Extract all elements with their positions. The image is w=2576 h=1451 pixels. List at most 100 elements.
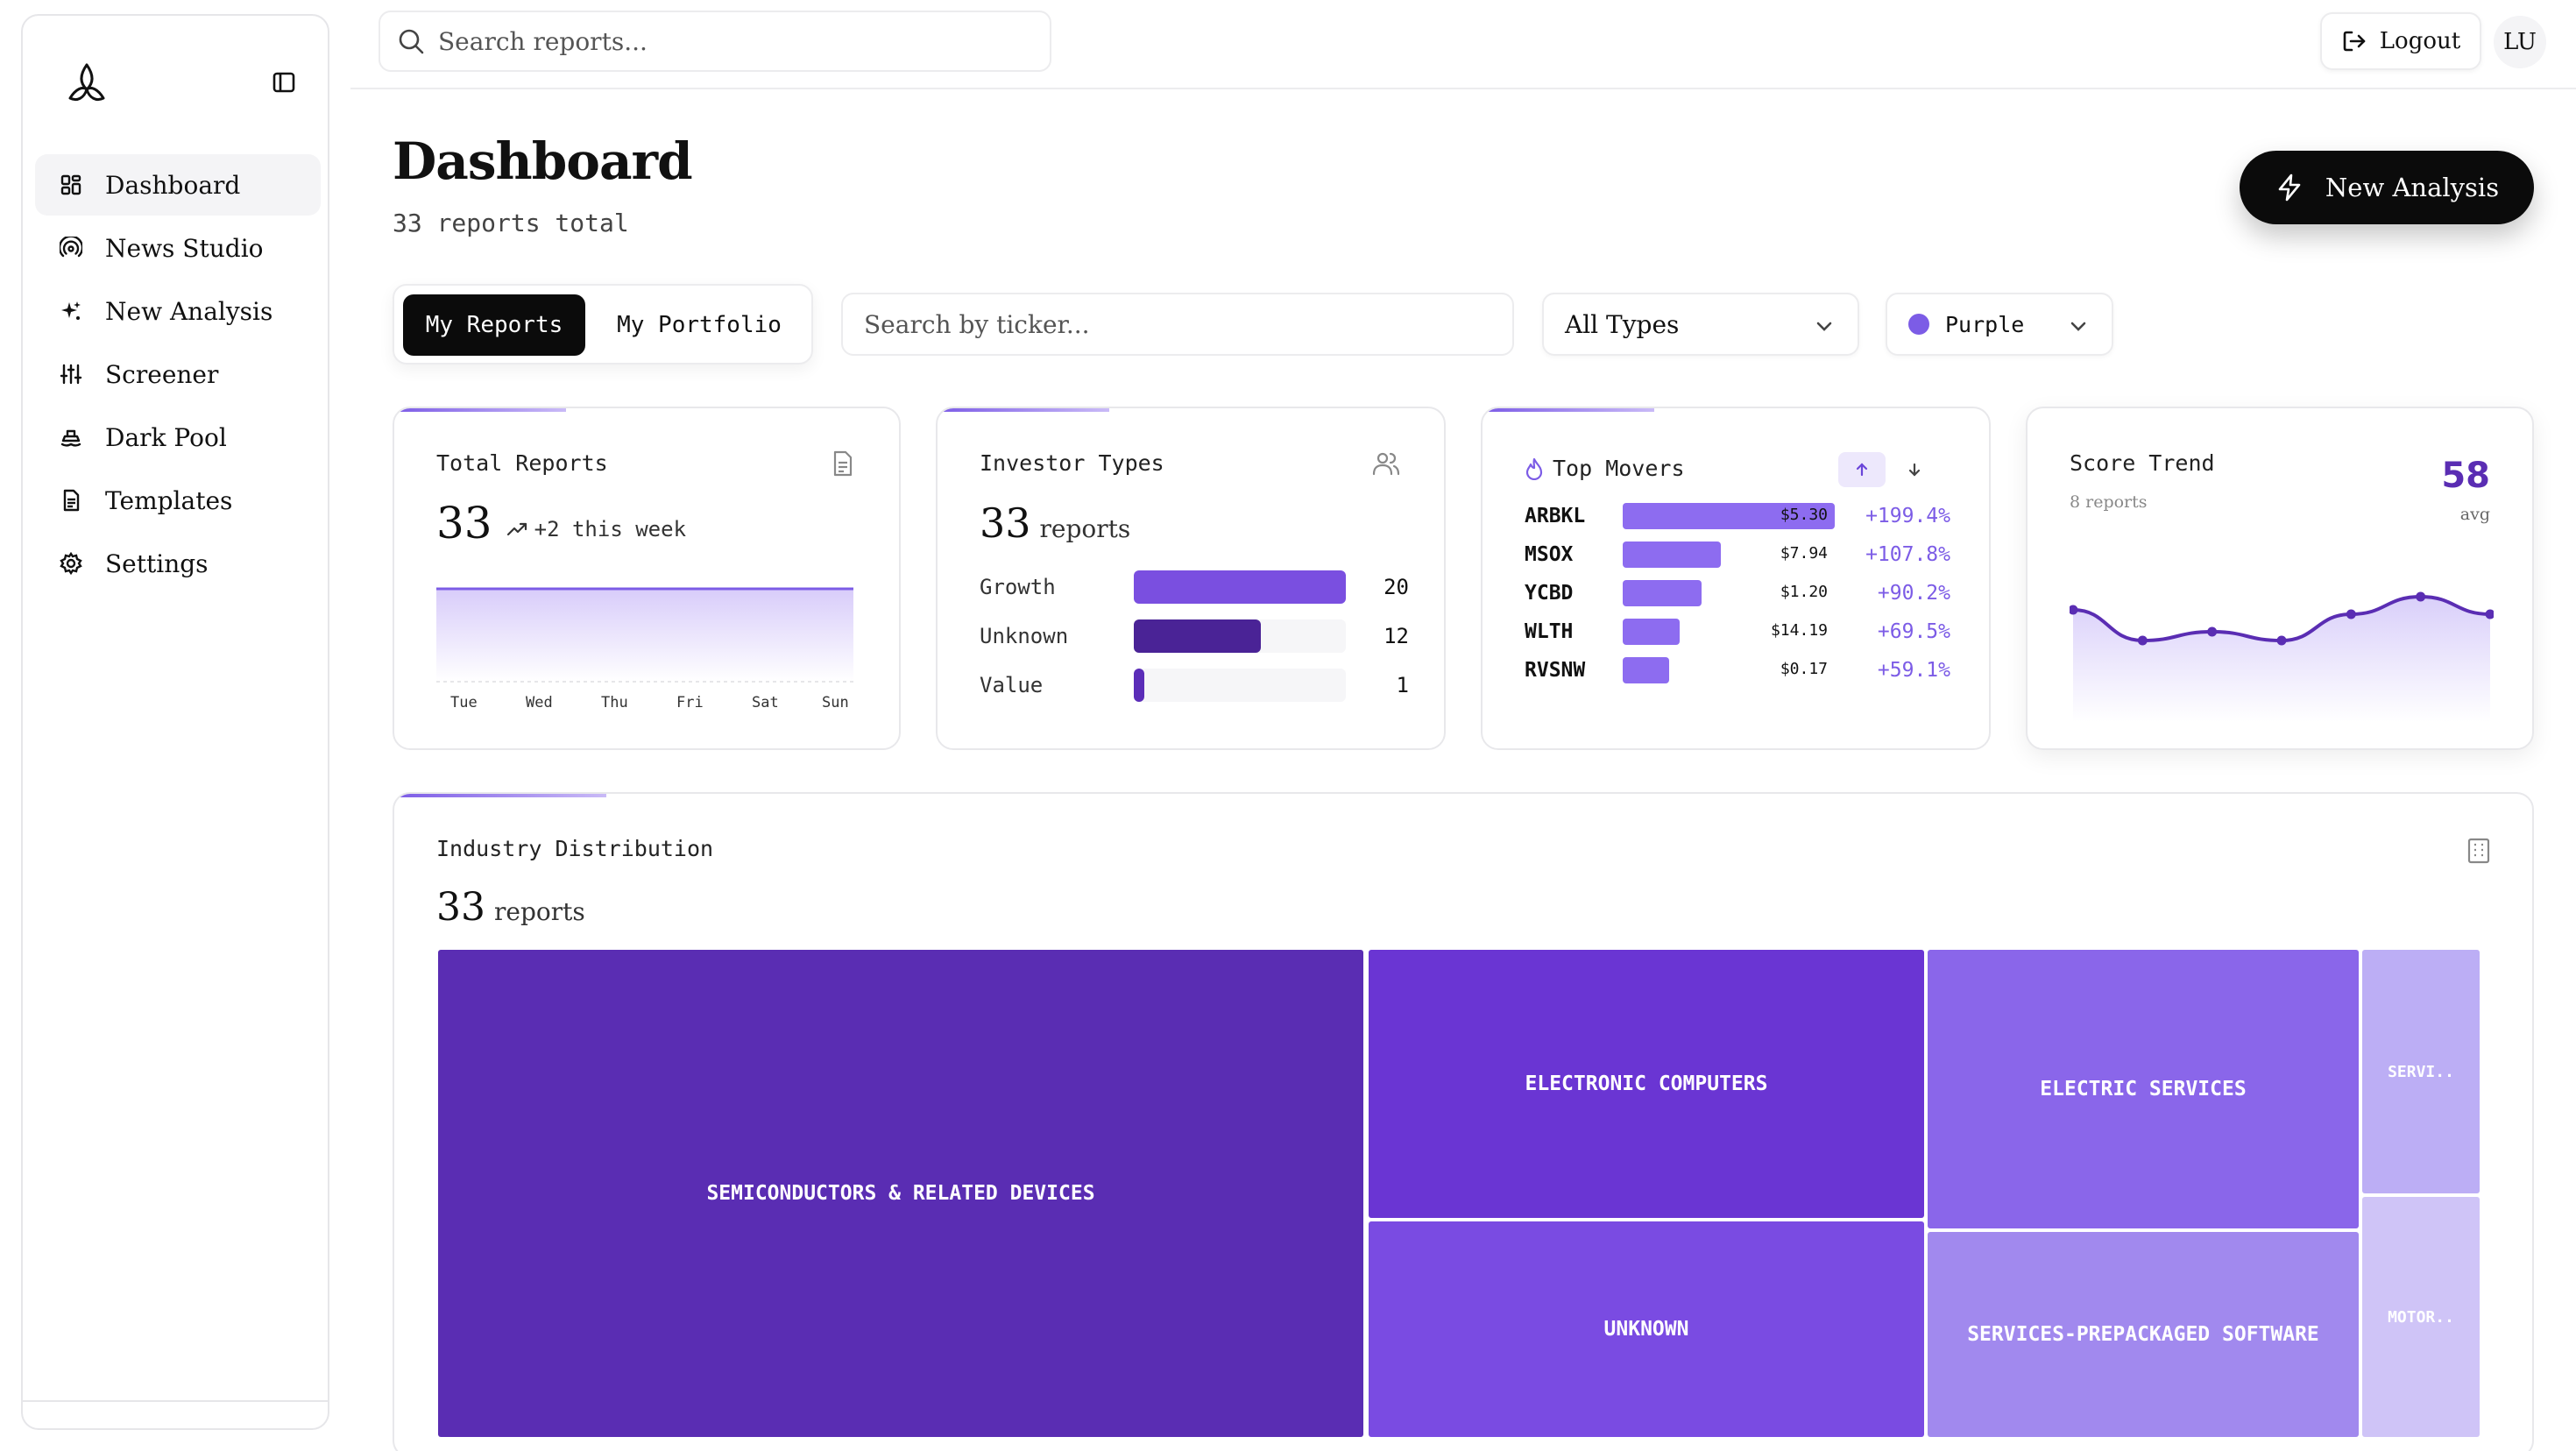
sidebar-toggle-icon[interactable] (270, 68, 298, 96)
investor-types-card[interactable]: Investor Types 33 reports Growth 20 Unkn… (936, 407, 1446, 750)
mover-bar-track: $7.94 (1623, 541, 1835, 568)
score-trend-card[interactable]: Score Trend 8 reports 58 avg (2026, 407, 2534, 750)
chevron-down-icon (2070, 322, 2086, 331)
score-trend-point[interactable] (2070, 605, 2078, 615)
investor-type-track (1134, 570, 1346, 604)
avatar[interactable]: LU (2494, 16, 2546, 68)
investor-type-name: Value (980, 673, 1044, 697)
radio-icon (58, 235, 84, 261)
score-trend-subtitle: 8 reports (2070, 492, 2148, 512)
sidebar-nav: Dashboard News Studio New Analysis Scree… (35, 154, 321, 596)
score-trend-point[interactable] (2485, 609, 2495, 619)
score-trend-value-label: avg (2459, 505, 2490, 524)
investor-type-row: Unknown 12 (980, 619, 1409, 654)
sparkles-icon (58, 298, 84, 324)
mover-price: $0.17 (1780, 660, 1828, 678)
flame-icon (1525, 457, 1543, 480)
mover-row[interactable]: YCBD $1.20 +90.2% (1525, 578, 1950, 608)
treemap-tile[interactable]: ELECTRONIC COMPUTERS (1369, 950, 1924, 1218)
investor-type-name: Unknown (980, 624, 1069, 648)
treemap-tile-label: ELECTRONIC COMPUTERS (1525, 1072, 1768, 1095)
total-reports-delta: +2 this week (534, 517, 687, 541)
investor-type-bar (1134, 619, 1262, 653)
card-accent (938, 408, 1109, 412)
sort-ascending-button[interactable] (1838, 452, 1886, 487)
sidebar-item-screener[interactable]: Screener (35, 343, 321, 405)
treemap-tile-label: SERVICES-PREPACKAGED SOFTWARE (1967, 1323, 2319, 1346)
investor-type-bar (1134, 669, 1145, 702)
day-label: Sun (822, 694, 849, 711)
card-title: Total Reports (436, 450, 608, 476)
sidebar-item-dashboard[interactable]: Dashboard (35, 154, 321, 216)
sidebar-item-label: News Studio (105, 233, 264, 263)
sidebar-item-news-studio[interactable]: News Studio (35, 217, 321, 279)
score-trend-point[interactable] (2416, 591, 2426, 602)
mover-row[interactable]: MSOX $7.94 +107.8% (1525, 540, 1950, 570)
color-select[interactable]: Purple (1886, 293, 2113, 356)
sliders-icon (58, 361, 84, 387)
mover-ticker: RVSNW (1525, 659, 1586, 682)
score-trend-point[interactable] (2207, 626, 2218, 637)
investor-type-row: Growth 20 (980, 570, 1409, 605)
treemap-tile[interactable]: MOTOR.. (2362, 1197, 2480, 1437)
score-trend-point[interactable] (2137, 635, 2148, 646)
logout-icon (2343, 31, 2366, 52)
grid-icon (58, 172, 84, 198)
sidebar-item-new-analysis[interactable]: New Analysis (35, 280, 321, 342)
search-box[interactable] (379, 11, 1051, 72)
score-trend-area (2073, 597, 2490, 722)
score-trend-point[interactable] (2346, 609, 2356, 619)
sidebar-item-settings[interactable]: Settings (35, 533, 321, 594)
sidebar-item-templates[interactable]: Templates (35, 470, 321, 531)
search-icon (399, 29, 424, 54)
logout-button[interactable]: Logout (2320, 12, 2481, 70)
mover-row[interactable]: RVSNW $0.17 +59.1% (1525, 655, 1950, 685)
treemap-tile[interactable]: SERVICES-PREPACKAGED SOFTWARE (1928, 1232, 2359, 1437)
treemap-tile[interactable]: ELECTRIC SERVICES (1928, 950, 2359, 1228)
new-analysis-button[interactable]: New Analysis (2240, 151, 2534, 224)
sort-descending-button[interactable] (1891, 452, 1938, 487)
total-reports-card[interactable]: Total Reports 33 +2 this week Tue Wed Th… (393, 407, 901, 750)
sidebar-item-dark-pool[interactable]: Dark Pool (35, 407, 321, 468)
ticker-search-input[interactable] (864, 309, 1512, 339)
card-accent (394, 408, 566, 412)
score-trend-point[interactable] (2276, 635, 2287, 646)
score-trend-chart (2070, 591, 2495, 722)
type-select-value: All Types (1565, 309, 1680, 339)
mover-price: $7.94 (1780, 544, 1828, 563)
page-subtitle: 33 reports total (393, 209, 629, 237)
treemap-tile-label: SEMICONDUCTORS & RELATED DEVICES (706, 1182, 1095, 1205)
top-movers-card[interactable]: Top Movers ARBKL $5.30 +199.4% MSOX $7.9… (1481, 407, 1991, 750)
industry-value: 33 (436, 885, 485, 930)
mover-bar (1623, 541, 1722, 568)
mover-ticker: YCBD (1525, 582, 1574, 605)
sidebar-item-label: Templates (105, 485, 233, 515)
day-label: Tue (450, 694, 478, 711)
mover-row[interactable]: ARBKL $5.30 +199.4% (1525, 501, 1950, 531)
tab-my-reports[interactable]: My Reports (403, 294, 585, 356)
industry-distribution-panel: Industry Distribution 33 reports SEMICON… (393, 792, 2534, 1451)
new-analysis-label: New Analysis (2325, 173, 2500, 202)
report-scope-tabs: My Reports My Portfolio (393, 284, 813, 365)
treemap-tile[interactable]: SERVI.. (2362, 950, 2480, 1193)
ship-icon (58, 424, 84, 450)
mover-price: $14.19 (1770, 621, 1828, 640)
search-input[interactable] (438, 26, 1050, 56)
treemap-tile[interactable]: SEMICONDUCTORS & RELATED DEVICES (438, 950, 1363, 1437)
ticker-search-box[interactable] (841, 293, 1514, 356)
treemap-tile[interactable]: UNKNOWN (1369, 1221, 1924, 1437)
trending-up-icon (506, 522, 527, 536)
mover-bar (1623, 580, 1702, 606)
mover-row[interactable]: WLTH $14.19 +69.5% (1525, 617, 1950, 647)
logo-icon[interactable] (63, 60, 110, 107)
card-accent (1483, 408, 1654, 412)
sidebar-item-label: Dashboard (105, 170, 241, 200)
tab-my-portfolio[interactable]: My Portfolio (617, 312, 782, 338)
investor-types-value: 33 (980, 499, 1031, 547)
weekly-area-chart (436, 587, 853, 683)
mover-ticker: ARBKL (1525, 505, 1586, 527)
type-select[interactable]: All Types (1542, 293, 1859, 356)
mover-price: $1.20 (1780, 583, 1828, 601)
investor-type-count: 12 (1384, 624, 1409, 648)
logout-label: Logout (2379, 28, 2461, 54)
